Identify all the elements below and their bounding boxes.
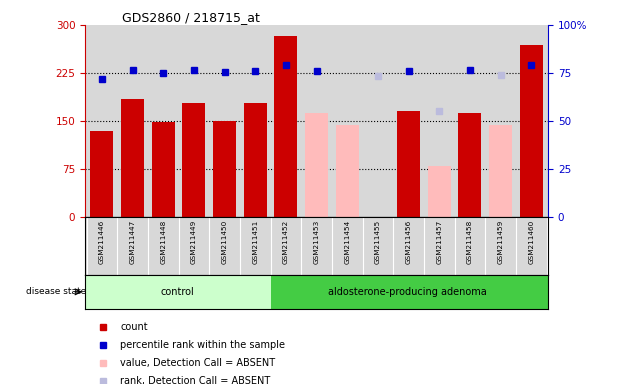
Text: GSM211460: GSM211460 — [528, 220, 534, 264]
Text: GSM211447: GSM211447 — [130, 220, 135, 264]
Text: percentile rank within the sample: percentile rank within the sample — [120, 340, 285, 350]
Text: GSM211450: GSM211450 — [222, 220, 227, 264]
Bar — [213, 121, 236, 217]
Text: GSM211446: GSM211446 — [99, 220, 105, 264]
Text: GSM211452: GSM211452 — [283, 220, 289, 264]
Text: GSM211449: GSM211449 — [191, 220, 197, 264]
Bar — [91, 131, 113, 217]
Text: GSM211455: GSM211455 — [375, 220, 381, 264]
Text: disease state: disease state — [26, 287, 86, 296]
Bar — [244, 103, 266, 217]
Text: GSM211454: GSM211454 — [344, 220, 350, 264]
Text: GSM211448: GSM211448 — [160, 220, 166, 264]
Text: GSM211457: GSM211457 — [436, 220, 442, 264]
Text: GSM211459: GSM211459 — [498, 220, 503, 264]
Text: GSM211453: GSM211453 — [314, 220, 319, 264]
Bar — [428, 166, 450, 217]
Text: aldosterone-producing adenoma: aldosterone-producing adenoma — [328, 287, 486, 297]
Bar — [152, 122, 175, 217]
Text: count: count — [120, 322, 148, 332]
Text: rank, Detection Call = ABSENT: rank, Detection Call = ABSENT — [120, 376, 270, 384]
Bar — [520, 45, 542, 217]
Bar — [121, 99, 144, 217]
Bar — [305, 113, 328, 217]
Text: value, Detection Call = ABSENT: value, Detection Call = ABSENT — [120, 358, 275, 368]
Bar — [336, 126, 358, 217]
Bar — [275, 36, 297, 217]
Text: GSM211458: GSM211458 — [467, 220, 473, 264]
Text: GSM211451: GSM211451 — [252, 220, 258, 264]
Bar — [85, 275, 270, 309]
Bar — [270, 275, 548, 309]
Bar — [459, 113, 481, 217]
Text: control: control — [160, 287, 194, 297]
Text: GSM211456: GSM211456 — [406, 220, 411, 264]
Bar — [489, 126, 512, 217]
Bar — [183, 103, 205, 217]
Text: GDS2860 / 218715_at: GDS2860 / 218715_at — [122, 11, 260, 24]
Bar — [397, 111, 420, 217]
